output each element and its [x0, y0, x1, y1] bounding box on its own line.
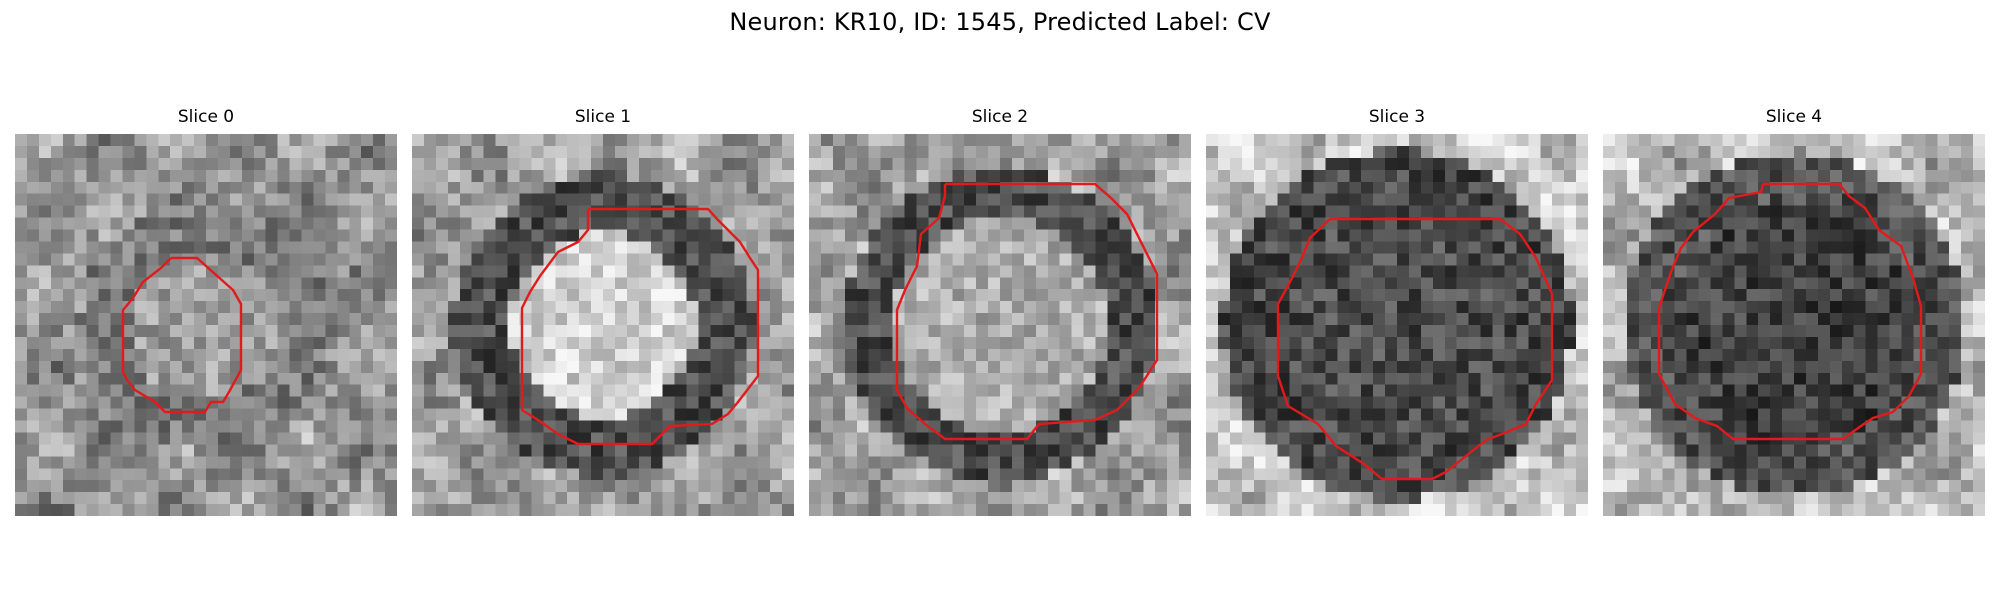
slice-title-2: Slice 2: [971, 107, 1029, 127]
figure-title: Neuron: KR10, ID: 1545, Predicted Label:…: [729, 8, 1271, 36]
slice-pixels-3: [1206, 134, 1588, 516]
slice-panel-4: Slice 4: [1603, 104, 1985, 516]
slice-image-1: [412, 134, 794, 516]
slice-image-0: [15, 134, 397, 516]
roi-contour-3: [1276, 217, 1554, 481]
slice-pixels-0: [15, 134, 397, 516]
roi-contour-2: [895, 182, 1159, 441]
roi-contour-0: [121, 256, 243, 414]
slice-pixels-2: [809, 134, 1191, 516]
slice-panel-0: Slice 0: [15, 104, 397, 516]
roi-contour-4: [1657, 182, 1923, 441]
slice-image-2: [809, 134, 1191, 516]
slice-title-4: Slice 4: [1765, 107, 1823, 127]
slice-title-1: Slice 1: [574, 107, 632, 127]
slice-panel-1: Slice 1: [412, 104, 794, 516]
slice-title-0: Slice 0: [177, 107, 235, 127]
slice-pixels-1: [412, 134, 794, 516]
slice-image-4: [1603, 134, 1985, 516]
slice-panel-3: Slice 3: [1206, 104, 1588, 516]
slice-panel-2: Slice 2: [809, 104, 1191, 516]
slice-image-3: [1206, 134, 1588, 516]
roi-contour-1: [520, 207, 760, 446]
slice-title-3: Slice 3: [1368, 107, 1426, 127]
